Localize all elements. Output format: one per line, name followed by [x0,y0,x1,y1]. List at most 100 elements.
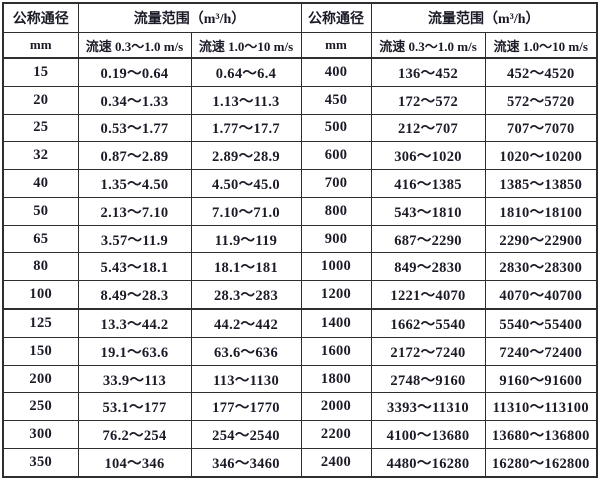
diameter-cell: 350 [2,447,79,478]
diameter-cell: 500 [300,113,372,143]
high-speed-flow-cell: 1810～18100 [484,196,598,226]
table-row: 150 19.1～63.6 63.6～636 1600 2172～7240 7240～72… [2,336,598,366]
low-speed-flow-cell: 849～2830 [370,252,486,282]
table-row: 125 13.3～44.2 44.2～442 1400 1662～5540 5540～55… [2,308,598,338]
table-row: 350 104～346 346～3460 2400 4480～16280 16280～16… [2,447,598,478]
high-speed-flow-cell: 4.50～45.0 [190,169,302,198]
header-row-main: 公称通径 流量范围（m³/h） 公称通径 流量范围（m³/h） [2,2,598,33]
diameter-cell: 1200 [300,280,372,311]
high-speed-header-left: 流速 1.0～10 m/s [190,32,302,59]
diameter-cell: 600 [300,141,372,171]
table-row: 40 1.35～4.50 4.50～45.0 700 416～1385 1385～1385… [2,169,598,198]
high-speed-flow-cell: 2290～22900 [484,224,598,254]
low-speed-flow-cell: 3393～11310 [370,392,486,422]
table-row: 250 53.1～177 177～1770 2000 3393～11310 11310～1… [2,392,598,422]
high-speed-flow-cell: 63.6～636 [190,336,302,366]
diameter-cell: 300 [2,420,79,449]
low-speed-flow-cell: 212～707 [370,113,486,143]
low-speed-flow-cell: 5.43～18.1 [77,252,192,282]
high-speed-flow-cell: 707～7070 [484,113,598,143]
low-speed-flow-cell: 104～346 [77,447,192,478]
diameter-cell: 100 [2,280,79,311]
table-row: 50 2.13～7.10 7.10～71.0 800 543～1810 1810～1810… [2,196,598,226]
diameter-cell: 125 [2,308,79,338]
table-body: 15 0.19～0.64 0.64～6.4 400 136～452 452～4520 20 0… [2,57,598,478]
diameter-cell: 1800 [300,364,372,394]
diameter-cell: 1400 [300,308,372,338]
high-speed-flow-cell: 18.1～181 [190,252,302,282]
low-speed-flow-cell: 416～1385 [370,169,486,198]
low-speed-flow-cell: 0.34～1.33 [77,85,192,115]
high-speed-flow-cell: 0.64～6.4 [190,57,302,87]
flow-range-header-right: 流量范围（m³/h） [370,2,598,33]
low-speed-flow-cell: 3.57～11.9 [77,224,192,254]
diameter-cell: 65 [2,224,79,254]
high-speed-header-right: 流速 1.0～10 m/s [484,32,598,59]
unit-header-right: mm [300,32,372,59]
low-speed-flow-cell: 1.35～4.50 [77,169,192,198]
flow-range-header-left: 流量范围（m³/h） [77,2,302,33]
low-speed-flow-cell: 1221～4070 [370,280,486,311]
low-speed-flow-cell: 19.1～63.6 [77,336,192,366]
diameter-cell: 2200 [300,420,372,449]
diameter-cell: 25 [2,113,79,143]
low-speed-flow-cell: 0.53～1.77 [77,113,192,143]
high-speed-flow-cell: 2830～28300 [484,252,598,282]
diameter-cell: 32 [2,141,79,171]
low-speed-header-left: 流速 0.3～1.0 m/s [77,32,192,59]
low-speed-flow-cell: 2172～7240 [370,336,486,366]
high-speed-flow-cell: 1.77～17.7 [190,113,302,143]
high-speed-flow-cell: 4070～40700 [484,280,598,311]
low-speed-header-right: 流速 0.3～1.0 m/s [370,32,486,59]
high-speed-flow-cell: 113～1130 [190,364,302,394]
diameter-cell: 20 [2,85,79,115]
header-row-sub: mm 流速 0.3～1.0 m/s 流速 1.0～10 m/s mm 流速 0.… [2,32,598,59]
diameter-cell: 15 [2,57,79,87]
high-speed-flow-cell: 13680～136800 [484,420,598,449]
diameter-cell: 250 [2,392,79,422]
high-speed-flow-cell: 452～4520 [484,57,598,87]
diameter-cell: 1600 [300,336,372,366]
diameter-cell: 800 [300,196,372,226]
low-speed-flow-cell: 33.9～113 [77,364,192,394]
diameter-cell: 40 [2,169,79,198]
low-speed-flow-cell: 53.1～177 [77,392,192,422]
diameter-cell: 2000 [300,392,372,422]
diameter-cell: 80 [2,252,79,282]
high-speed-flow-cell: 1.13～11.3 [190,85,302,115]
high-speed-flow-cell: 7.10～71.0 [190,196,302,226]
high-speed-flow-cell: 572～5720 [484,85,598,115]
diameter-cell: 50 [2,196,79,226]
low-speed-flow-cell: 4480～16280 [370,447,486,478]
low-speed-flow-cell: 2.13～7.10 [77,196,192,226]
low-speed-flow-cell: 306～1020 [370,141,486,171]
diameter-header-right: 公称通径 [300,2,372,33]
table-row: 80 5.43～18.1 18.1～181 1000 849～2830 2830～2830… [2,252,598,282]
table-row: 200 33.9～113 113～1130 1800 2748～9160 9160～916… [2,364,598,394]
low-speed-flow-cell: 687～2290 [370,224,486,254]
diameter-cell: 1000 [300,252,372,282]
low-speed-flow-cell: 76.2～254 [77,420,192,449]
diameter-cell: 200 [2,364,79,394]
high-speed-flow-cell: 1385～13850 [484,169,598,198]
low-speed-flow-cell: 0.87～2.89 [77,141,192,171]
table-row: 300 76.2～254 254～2540 2200 4100～13680 13680～1… [2,420,598,449]
high-speed-flow-cell: 9160～91600 [484,364,598,394]
table-row: 15 0.19～0.64 0.64～6.4 400 136～452 452～4520 [2,57,598,87]
low-speed-flow-cell: 543～1810 [370,196,486,226]
table-row: 100 8.49～28.3 28.3～283 1200 1221～4070 4070～40… [2,280,598,311]
diameter-cell: 450 [300,85,372,115]
high-speed-flow-cell: 177～1770 [190,392,302,422]
table-row: 20 0.34～1.33 1.13～11.3 450 172～572 572～5720 [2,85,598,115]
diameter-cell: 150 [2,336,79,366]
high-speed-flow-cell: 346～3460 [190,447,302,478]
table-row: 25 0.53～1.77 1.77～17.7 500 212～707 707～7070 [2,113,598,143]
high-speed-flow-cell: 2.89～28.9 [190,141,302,171]
diameter-cell: 900 [300,224,372,254]
low-speed-flow-cell: 4100～13680 [370,420,486,449]
high-speed-flow-cell: 11310～113100 [484,392,598,422]
diameter-cell: 700 [300,169,372,198]
low-speed-flow-cell: 13.3～44.2 [77,308,192,338]
high-speed-flow-cell: 44.2～442 [190,308,302,338]
